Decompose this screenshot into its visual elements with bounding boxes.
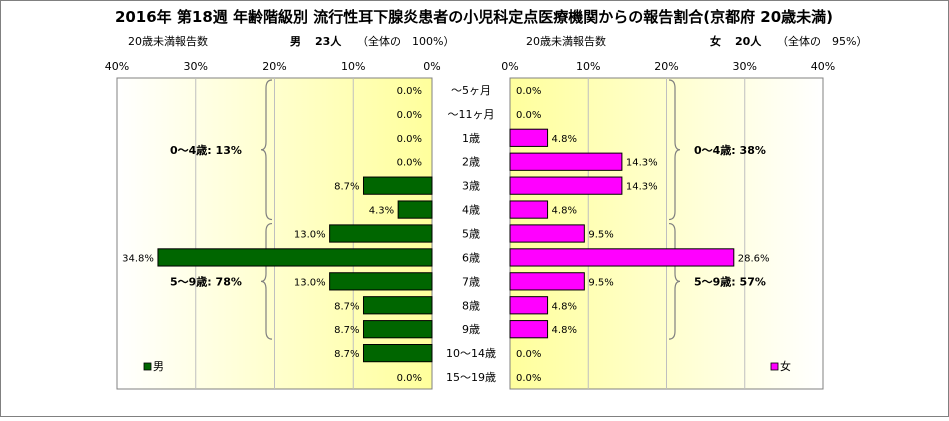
- category-label: 15～19歳: [446, 371, 496, 384]
- male-bar: [397, 200, 433, 219]
- category-label: 1歳: [462, 132, 480, 145]
- male-group-annotation: 5～9歳: 78%: [170, 274, 242, 288]
- female-bar: [509, 272, 585, 291]
- legend-male-label: 男: [153, 360, 164, 373]
- female-brace-5-9: [668, 222, 681, 340]
- male-data-label: 13.0%: [294, 277, 326, 288]
- male-data-label: 34.8%: [122, 253, 154, 264]
- right-header-note: （全体の 95%）: [777, 34, 867, 48]
- female-data-label: 0.0%: [516, 373, 541, 384]
- male-data-label: 0.0%: [397, 134, 422, 145]
- legend-male-swatch: [143, 362, 152, 371]
- female-group-annotation: 5～9歳: 57%: [694, 274, 766, 288]
- category-label: 4歳: [462, 204, 480, 217]
- female-bar: [509, 224, 585, 243]
- category-label: 9歳: [462, 323, 480, 336]
- category-label: ～5ヶ月: [451, 84, 491, 97]
- male-data-label: 8.7%: [334, 349, 359, 360]
- female-bar: [509, 176, 623, 195]
- female-bar: [509, 248, 735, 267]
- category-label: 3歳: [462, 180, 480, 193]
- left-header-label: 20歳未満報告数: [128, 35, 208, 48]
- male-group-annotation: 0～4歳: 13%: [170, 143, 242, 157]
- legend-female-swatch: [770, 362, 779, 371]
- x-tick-label: 10%: [341, 60, 365, 73]
- category-label: ～11ヶ月: [448, 108, 495, 121]
- female-bar: [509, 128, 549, 147]
- right-header-label: 20歳未満報告数: [526, 35, 606, 48]
- male-data-label: 8.7%: [334, 182, 359, 193]
- female-bar: [509, 296, 549, 315]
- category-label: 5歳: [462, 228, 480, 241]
- male-bar: [157, 248, 433, 267]
- right-header-count: 20人: [735, 34, 762, 48]
- legend-female-label: 女: [780, 359, 791, 373]
- female-data-label: 14.3%: [626, 158, 658, 169]
- x-tick-label: 30%: [733, 60, 757, 73]
- male-brace-0-4: [260, 79, 273, 221]
- left-header-count: 23人: [315, 34, 342, 48]
- left-header-note: （全体の 100%）: [357, 34, 454, 48]
- female-bar: [509, 200, 549, 219]
- x-tick-label: 40%: [105, 60, 129, 73]
- male-bar: [329, 272, 433, 291]
- x-tick-label: 30%: [184, 60, 208, 73]
- female-data-label: 0.0%: [516, 349, 541, 360]
- male-data-label: 4.3%: [369, 206, 394, 217]
- female-data-label: 9.5%: [588, 277, 613, 288]
- female-brace-0-4: [668, 79, 681, 221]
- chart-title: 2016年 第18週 年齢階級別 流行性耳下腺炎患者の小児科定点医療機関からの報…: [115, 8, 833, 26]
- x-tick-label: 0%: [423, 60, 440, 73]
- male-bar: [362, 320, 433, 339]
- female-data-label: 9.5%: [588, 230, 613, 241]
- female-data-label: 0.0%: [516, 86, 541, 97]
- male-data-label: 8.7%: [334, 301, 359, 312]
- female-data-label: 4.8%: [552, 206, 577, 217]
- male-bar: [362, 296, 433, 315]
- female-data-label: 28.6%: [738, 253, 770, 264]
- category-label: 6歳: [462, 251, 480, 264]
- female-data-label: 4.8%: [552, 134, 577, 145]
- female-group-annotation: 0～4歳: 38%: [694, 143, 766, 157]
- male-data-label: 0.0%: [397, 86, 422, 97]
- x-tick-label: 20%: [654, 60, 678, 73]
- right-header-sex: 女: [710, 34, 721, 48]
- x-tick-label: 20%: [262, 60, 286, 73]
- male-bar: [362, 176, 433, 195]
- male-data-label: 0.0%: [397, 373, 422, 384]
- male-brace-5-9: [260, 222, 273, 340]
- x-tick-label: 10%: [576, 60, 600, 73]
- male-data-label: 0.0%: [397, 110, 422, 121]
- category-label: 10～14歳: [446, 347, 496, 360]
- male-bar: [362, 344, 433, 363]
- male-data-label: 0.0%: [397, 158, 422, 169]
- female-data-label: 0.0%: [516, 110, 541, 121]
- x-tick-label: 40%: [811, 60, 835, 73]
- female-data-label: 4.8%: [552, 325, 577, 336]
- female-data-label: 4.8%: [552, 301, 577, 312]
- x-tick-label: 0%: [501, 60, 518, 73]
- female-data-label: 14.3%: [626, 182, 658, 193]
- male-data-label: 13.0%: [294, 230, 326, 241]
- category-label: 7歳: [462, 275, 480, 288]
- left-header-sex: 男: [290, 35, 301, 48]
- category-label: 8歳: [462, 299, 480, 312]
- male-bar: [329, 224, 433, 243]
- female-bar: [509, 152, 623, 171]
- female-bar: [509, 320, 549, 339]
- category-label: 2歳: [462, 156, 480, 169]
- male-data-label: 8.7%: [334, 325, 359, 336]
